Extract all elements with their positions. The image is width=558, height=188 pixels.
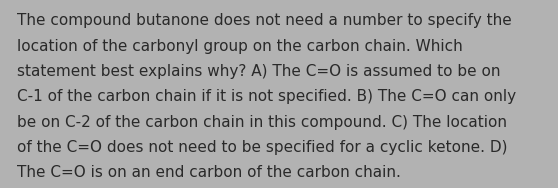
Text: The compound butanone does not need a number to specify the: The compound butanone does not need a nu… bbox=[17, 13, 512, 28]
Text: The C=O is on an end carbon of the carbon chain.: The C=O is on an end carbon of the carbo… bbox=[17, 165, 401, 180]
Text: statement best explains why? A) The C=O is assumed to be on: statement best explains why? A) The C=O … bbox=[17, 64, 500, 79]
Text: C-1 of the carbon chain if it is not specified. B) The C=O can only: C-1 of the carbon chain if it is not spe… bbox=[17, 89, 516, 104]
Text: be on C-2 of the carbon chain in this compound. C) The location: be on C-2 of the carbon chain in this co… bbox=[17, 115, 507, 130]
Text: of the C=O does not need to be specified for a cyclic ketone. D): of the C=O does not need to be specified… bbox=[17, 140, 507, 155]
Text: location of the carbonyl group on the carbon chain. Which: location of the carbonyl group on the ca… bbox=[17, 39, 463, 54]
